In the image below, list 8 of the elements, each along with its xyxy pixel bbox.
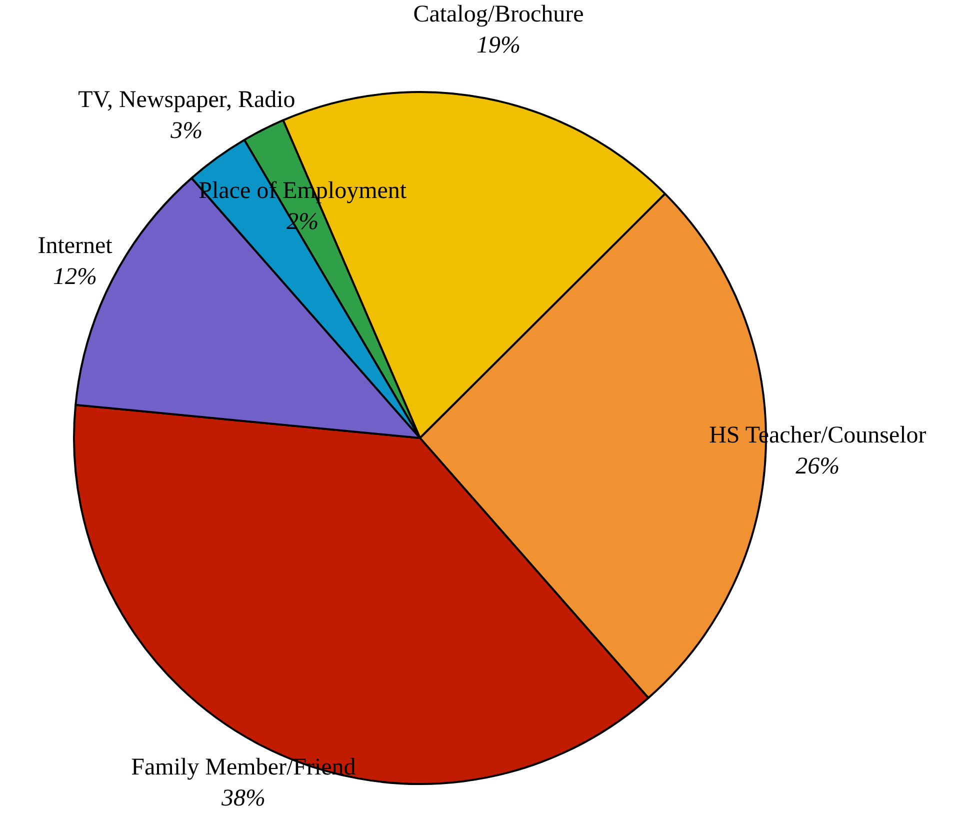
data-label: 12% [53, 264, 98, 290]
slice-label: Internet [38, 232, 113, 259]
data-label: 3% [170, 118, 203, 144]
data-label: 19% [476, 32, 521, 59]
slice-label: TV, Newspaper, Radio [78, 86, 296, 113]
data-label: 38% [220, 785, 266, 812]
slice-label: Catalog/Brochure [413, 2, 584, 28]
data-label: 26% [796, 454, 840, 480]
